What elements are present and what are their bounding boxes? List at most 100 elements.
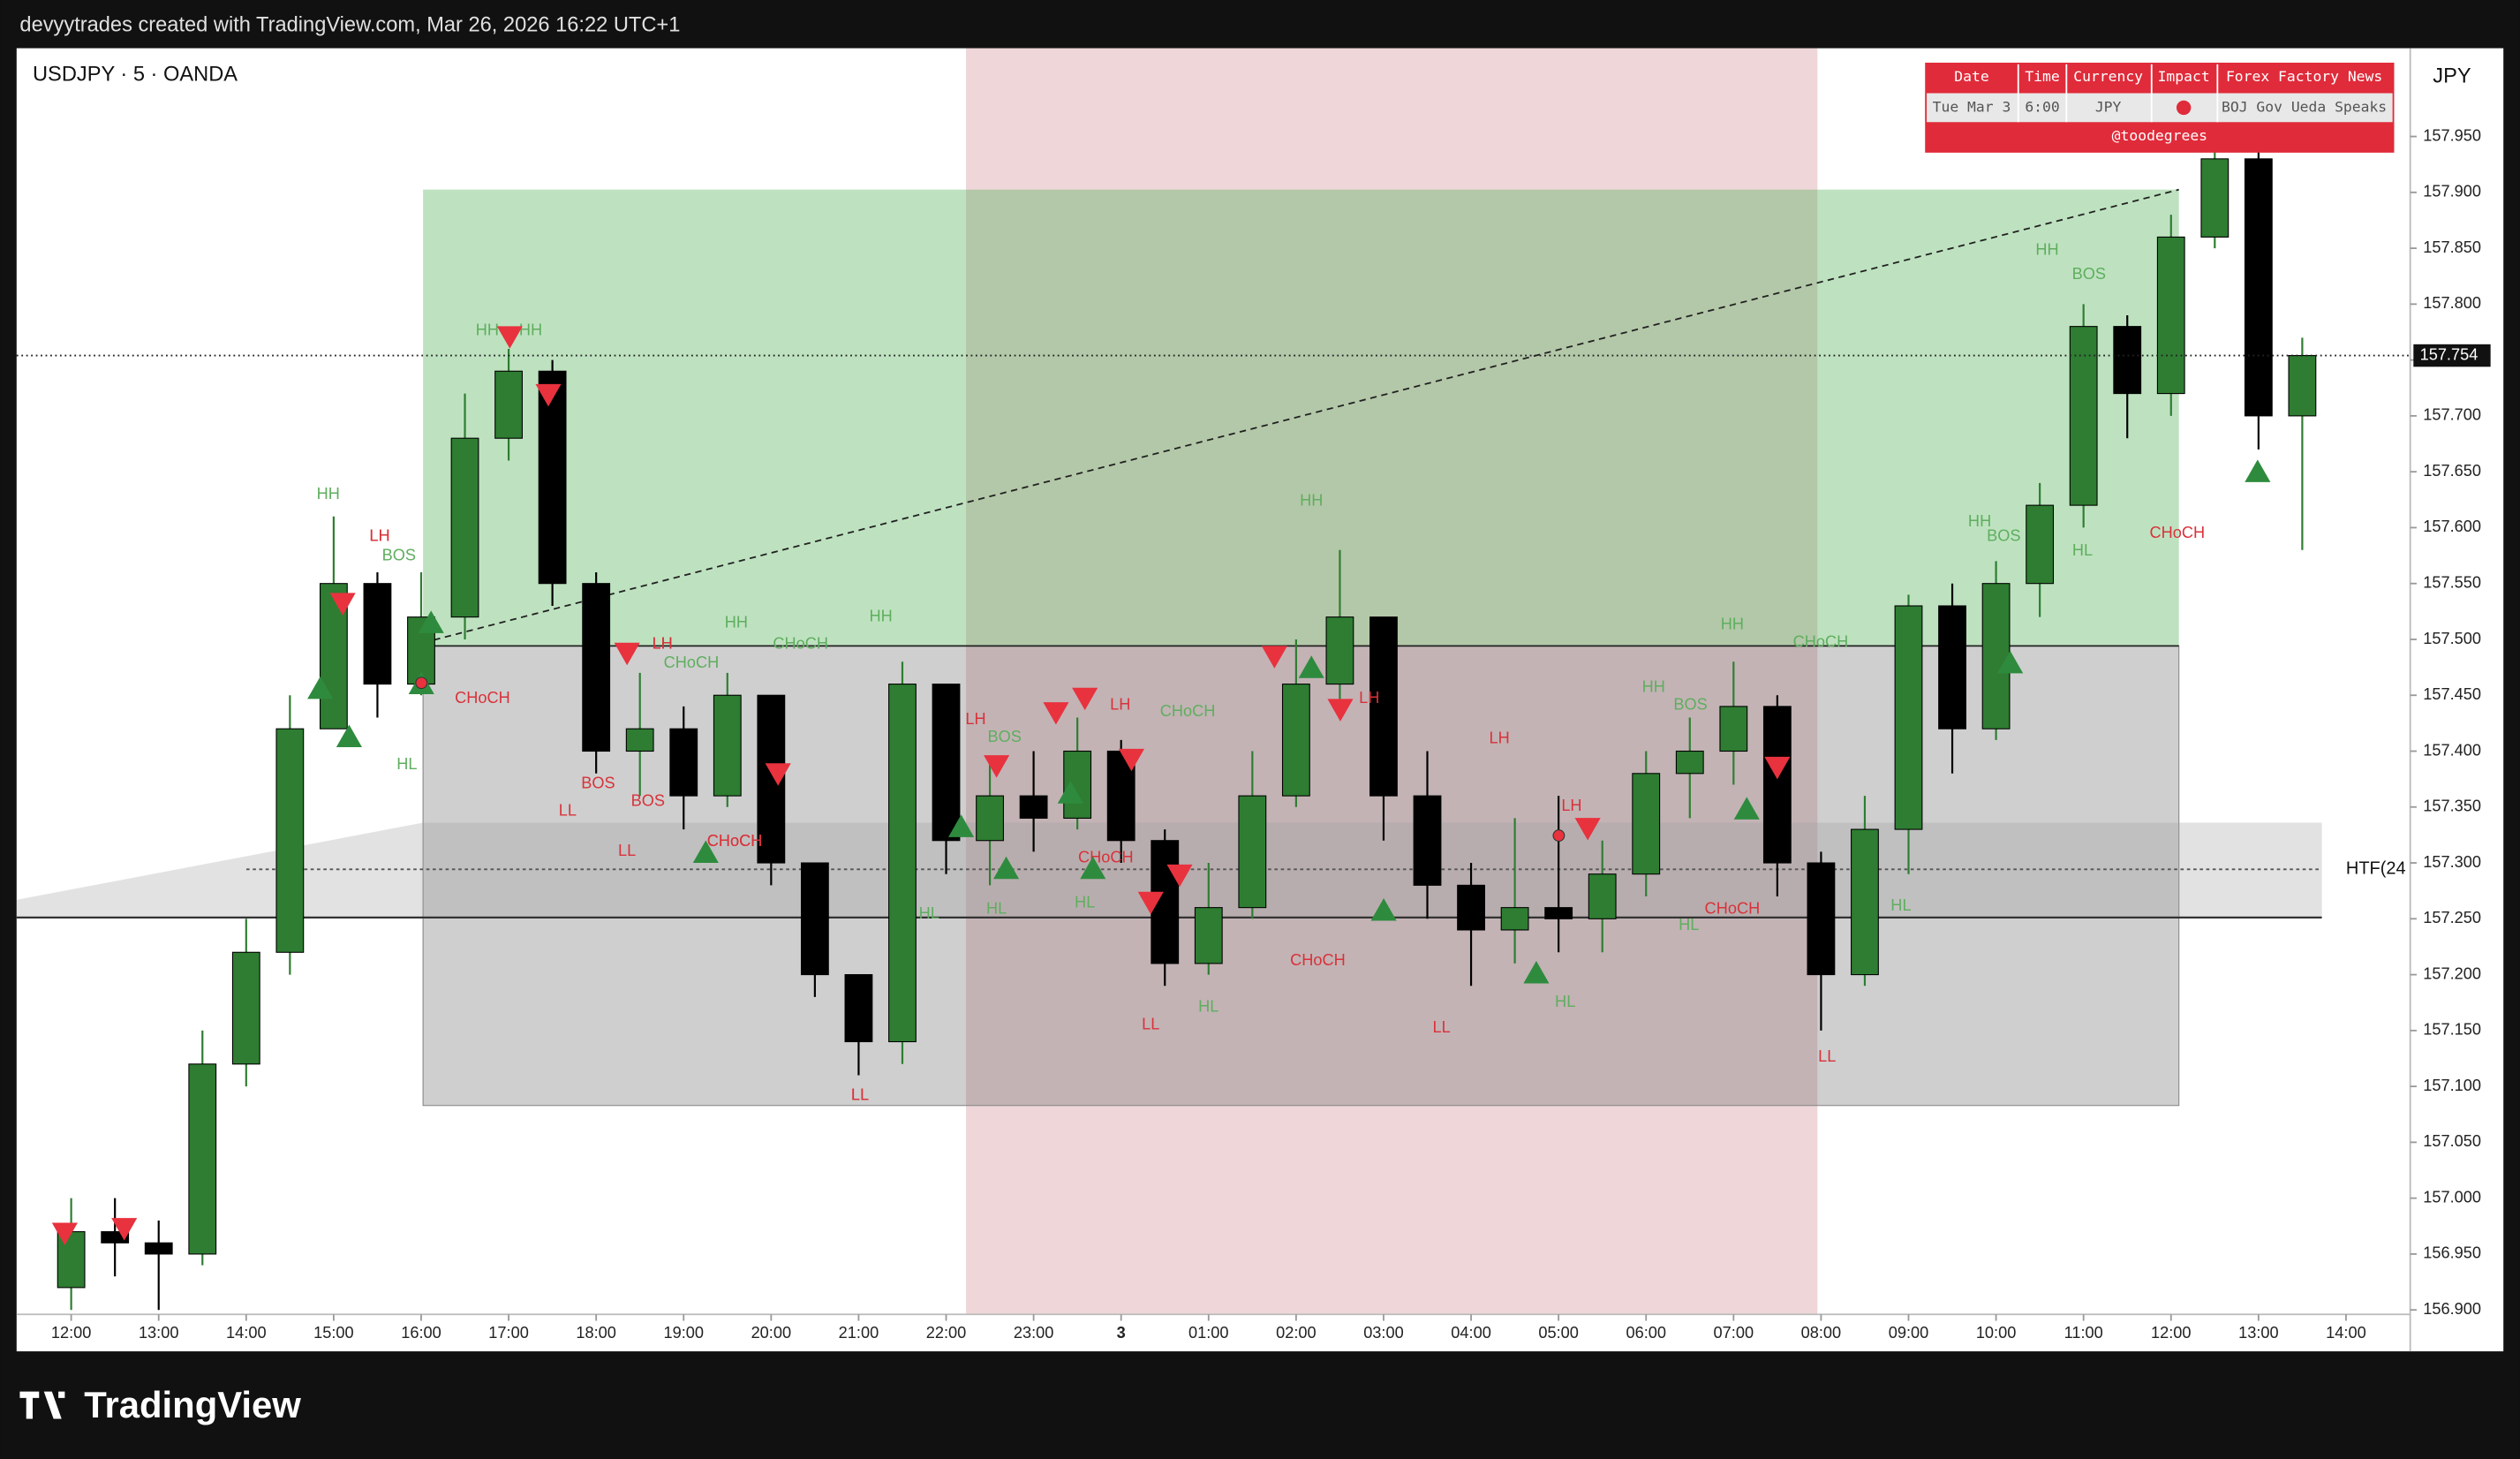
- sell-signal: [1118, 748, 1145, 772]
- table-cell: BOJ Gov Ueda Speaks: [2222, 98, 2387, 115]
- buy-signal: [1057, 781, 1083, 804]
- y-tick-label: 157.050: [2423, 1132, 2481, 1150]
- candle-body: [2200, 158, 2230, 238]
- candle-body: [363, 583, 392, 685]
- y-tick-label: 157.950: [2423, 126, 2481, 144]
- buy-signal: [1997, 650, 2024, 674]
- htf-label: HTF(24: [2346, 859, 2406, 879]
- candle-body: [1807, 862, 1836, 976]
- projection-line: [422, 188, 2179, 644]
- structure-label: HH: [2035, 241, 2058, 259]
- structure-label: CHoCH: [1078, 848, 1134, 866]
- candle-body: [1281, 684, 1310, 797]
- candle-body: [800, 862, 829, 976]
- y-tick-label: 157.550: [2423, 574, 2481, 592]
- buy-signal: [2245, 459, 2271, 482]
- logo-text: TradingView: [84, 1384, 301, 1425]
- table-credit: @toodegrees: [2112, 127, 2207, 144]
- y-tick-label: 157.250: [2423, 909, 2481, 926]
- candle-body: [2113, 326, 2142, 395]
- structure-label: HH: [1642, 678, 1665, 696]
- structure-label: BOS: [988, 728, 1022, 745]
- buy-signal: [418, 610, 444, 633]
- sell-signal: [496, 326, 523, 349]
- x-tick-label: 04:00: [1451, 1324, 1491, 1342]
- structure-label: LH: [1561, 797, 1581, 814]
- y-tick-label: 157.100: [2423, 1077, 2481, 1094]
- sell-signal: [329, 593, 356, 616]
- candle-body: [1632, 773, 1661, 875]
- candle-body: [57, 1231, 86, 1289]
- y-tick-label: 157.700: [2423, 406, 2481, 424]
- table-header: Impact: [2158, 68, 2210, 85]
- y-tick-label: 157.450: [2423, 685, 2481, 703]
- sell-signal: [1327, 699, 1354, 722]
- candle-body: [2069, 326, 2098, 506]
- y-tick-label: 156.950: [2423, 1244, 2481, 1262]
- buy-signal: [692, 840, 719, 864]
- y-tick-label: 157.000: [2423, 1188, 2481, 1206]
- x-tick-label: 23:00: [1014, 1324, 1054, 1342]
- candle-body: [1762, 706, 1792, 864]
- structure-label: HL: [1198, 998, 1219, 1016]
- structure-label: LH: [965, 710, 985, 728]
- structure-label: LL: [1818, 1047, 1836, 1065]
- structure-label: CHoCH: [1290, 951, 1346, 969]
- candle-body: [976, 795, 1004, 842]
- x-tick-label: 05:00: [1538, 1324, 1579, 1342]
- candle-body: [1019, 795, 1048, 819]
- structure-label: HH: [1300, 491, 1323, 509]
- structure-label: LL: [559, 802, 577, 820]
- entry-dot: [1552, 829, 1566, 842]
- sell-signal: [1166, 864, 1193, 888]
- structure-label: CHoCH: [1793, 633, 1849, 651]
- structure-label: BOS: [1987, 526, 2020, 544]
- structure-label: LL: [851, 1086, 869, 1104]
- table-cell: Tue Mar 3: [1933, 98, 2011, 115]
- y-tick-label: 157.900: [2423, 183, 2481, 200]
- candle-body: [1544, 907, 1573, 919]
- structure-label: LL: [851, 1086, 869, 1104]
- candle-body: [2156, 236, 2185, 395]
- buy-signal: [1370, 898, 1397, 921]
- structure-label: LH: [653, 634, 673, 652]
- structure-label: LH: [369, 526, 389, 544]
- structure-label: HL: [1679, 916, 1699, 934]
- y-tick-label: 157.600: [2423, 518, 2481, 535]
- last-price-box: [2413, 344, 2491, 367]
- candle-body: [275, 728, 305, 953]
- structure-label: CHoCH: [773, 634, 828, 652]
- structure-label: BOS: [1673, 696, 1707, 714]
- x-tick-label: 07:00: [1714, 1324, 1754, 1342]
- y-tick-label: 157.650: [2423, 462, 2481, 480]
- structure-label: BOS: [631, 792, 665, 810]
- structure-label: BOS: [2072, 265, 2106, 283]
- table-cell: 6:00: [2025, 98, 2059, 115]
- structure-label: LH: [1359, 689, 1379, 707]
- x-tick-label: 21:00: [839, 1324, 879, 1342]
- table-header: Forex Factory News: [2226, 68, 2382, 85]
- candle-body: [932, 684, 961, 842]
- x-tick-label: 01:00: [1188, 1324, 1229, 1342]
- buy-signal: [336, 724, 362, 748]
- candle-body: [1851, 828, 1879, 976]
- y-tick-label: 157.850: [2423, 238, 2481, 256]
- y-tick-label: 157.500: [2423, 630, 2481, 647]
- x-tick-label: 14:00: [2326, 1324, 2366, 1342]
- x-tick-label: 14:00: [226, 1324, 267, 1342]
- x-tick-label: 15:00: [313, 1324, 354, 1342]
- candle-body: [1500, 907, 1529, 931]
- x-tick-label: 10:00: [1976, 1324, 2017, 1342]
- sell-signal: [614, 642, 640, 666]
- structure-label: CHoCH: [707, 832, 763, 850]
- x-tick-label: 18:00: [576, 1324, 616, 1342]
- sell-signal: [984, 755, 1010, 778]
- candle-body: [2288, 355, 2317, 417]
- structure-label: LL: [1432, 1018, 1450, 1036]
- candle-body: [1675, 750, 1704, 775]
- structure-label: CHoCH: [1160, 702, 1216, 720]
- structure-label: CHoCH: [707, 832, 763, 850]
- sell-signal: [1764, 756, 1791, 780]
- sell-signal: [51, 1222, 78, 1246]
